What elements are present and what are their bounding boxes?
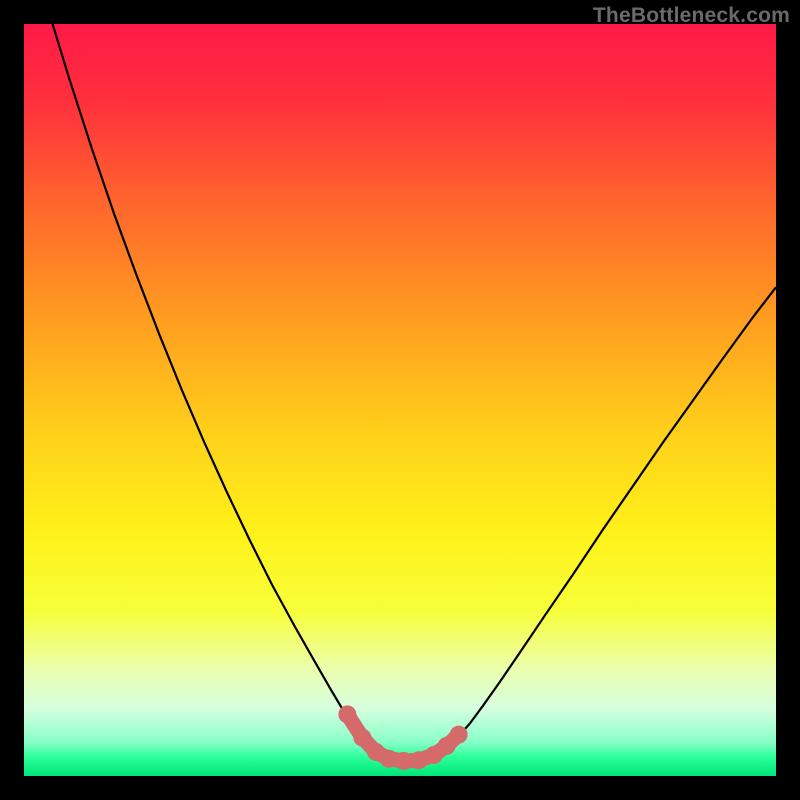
watermark-label: TheBottleneck.com	[593, 4, 790, 28]
plot-area	[24, 24, 776, 776]
optimal-range-marker	[338, 705, 356, 723]
gradient-background	[24, 24, 776, 776]
optimal-range-marker	[380, 750, 398, 768]
bottleneck-chart-svg	[24, 24, 776, 776]
optimal-range-marker	[353, 729, 371, 747]
chart-frame: TheBottleneck.com	[0, 0, 800, 800]
optimal-range-marker	[450, 726, 468, 744]
